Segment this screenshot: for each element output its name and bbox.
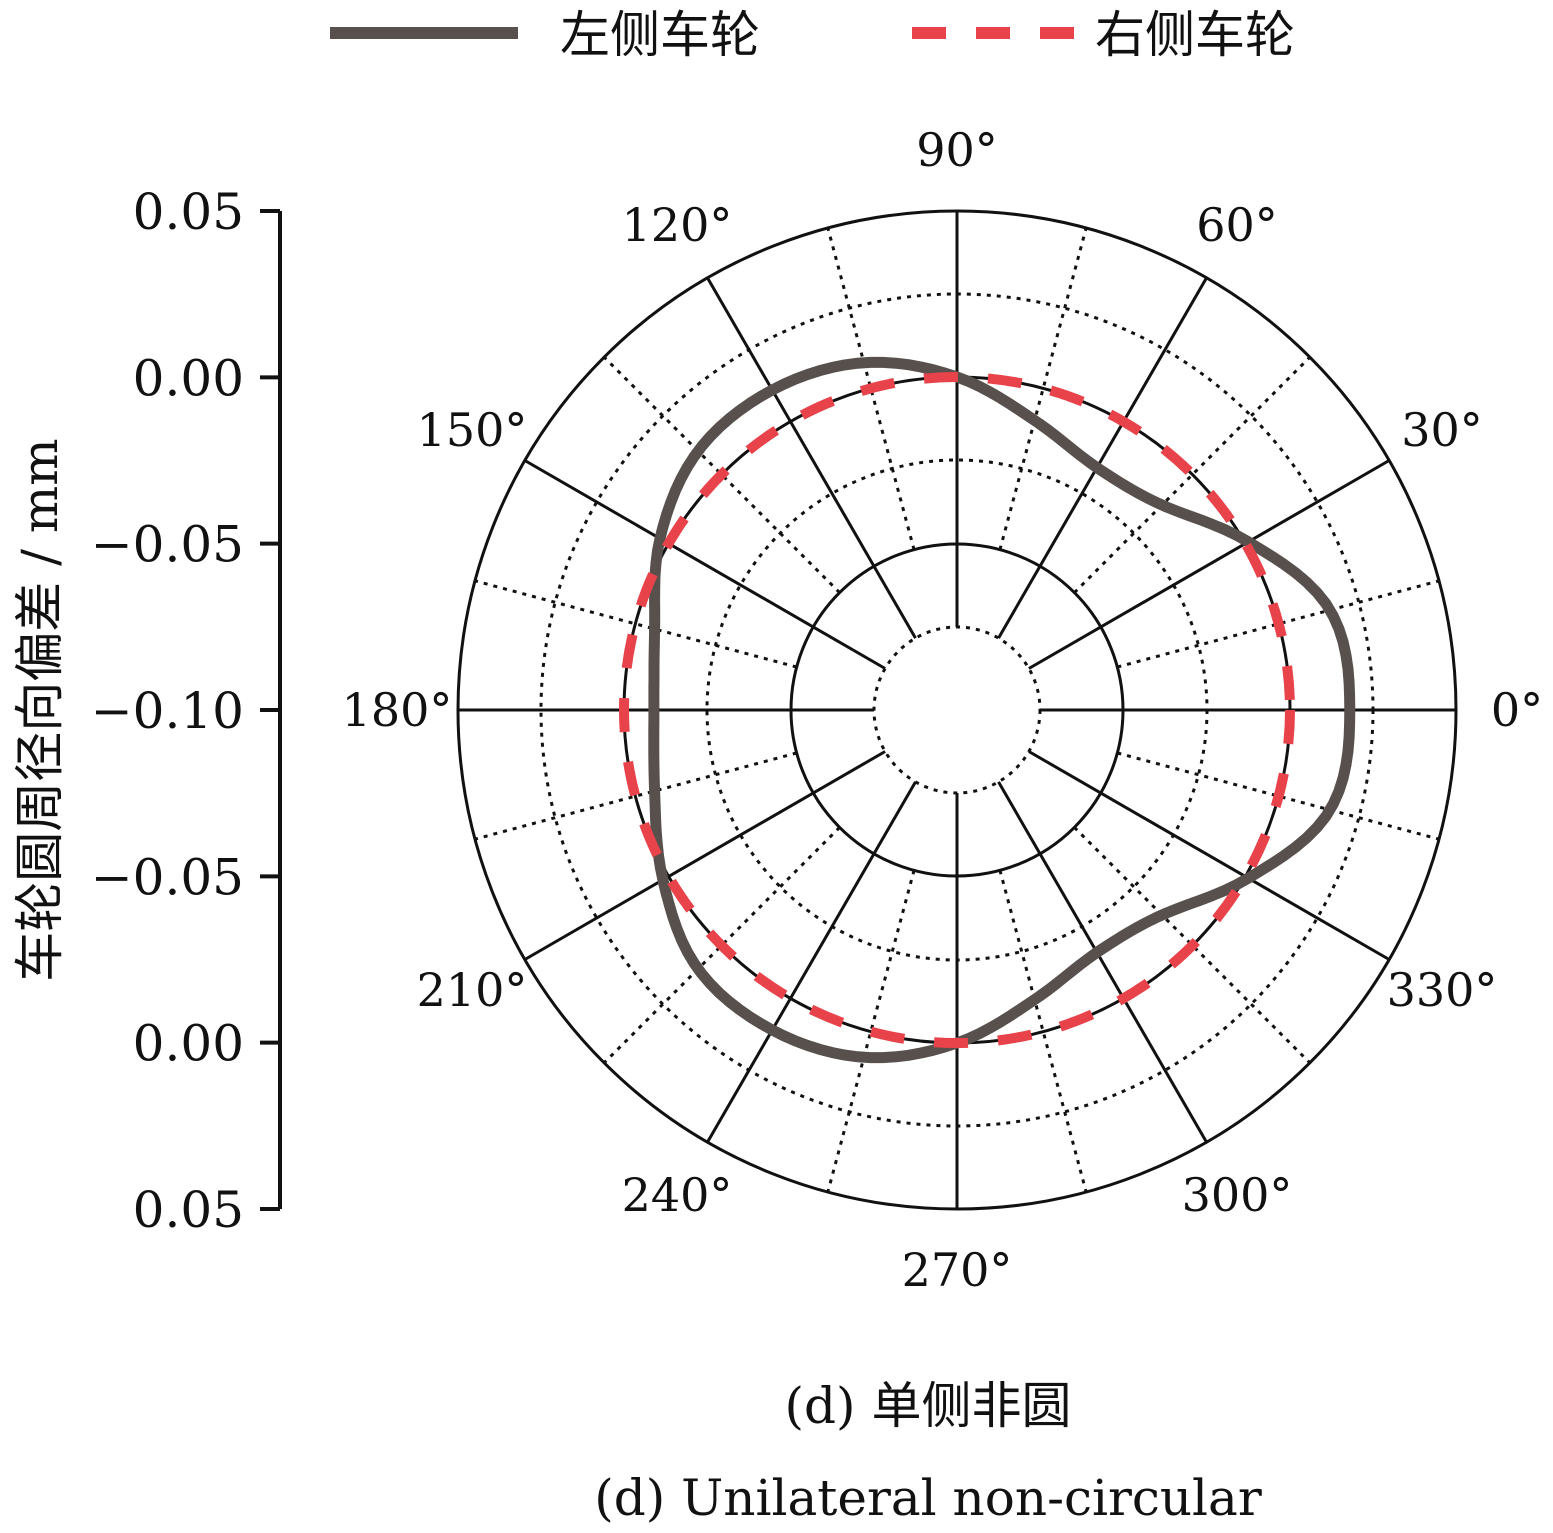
legend-label-left-wheel: 左侧车轮 [560,6,760,64]
angle-label-0: 0° [1491,683,1543,737]
angle-labels: 0° 30° 60° 90° 120° 150° 180° 210° 240° 270° 300° 3… [342,123,1544,1297]
angle-label-180: 180° [342,683,453,737]
grid-spoke-330 [1028,750,1390,961]
radial-tick-label-3: −0.10 [91,682,244,740]
angle-label-240: 240° [622,1168,733,1222]
radial-tick-label-4: −0.05 [91,848,244,906]
angle-label-30: 30° [1401,403,1483,457]
angle-label-120: 120° [622,198,733,252]
legend: 左侧车轮 右侧车轮 [330,6,1295,64]
y-axis-label: 车轮圆周径向偏差 / mm [11,438,69,981]
radial-tick-label-0: 0.05 [133,183,244,241]
series-layer [619,356,1356,1064]
grid-spoke-120 [706,277,917,639]
series-line-left-wheel [648,356,1356,1064]
radial-tick-label-2: −0.05 [91,516,244,574]
angle-label-300: 300° [1182,1168,1293,1222]
grid-spoke-30 [1028,459,1390,670]
angle-label-330: 330° [1387,963,1498,1017]
caption-en: (d) Unilateral non-circular [594,1469,1262,1527]
grid-spoke-240 [706,781,917,1143]
grid-spoke-minor-75 [998,227,1088,551]
angle-label-60: 60° [1196,198,1278,252]
angle-label-210: 210° [417,963,528,1017]
radial-tick-label-6: 0.05 [133,1181,244,1239]
grid-spoke-150 [524,459,886,670]
grid-spoke-60 [997,277,1208,639]
grid-spoke-210 [524,750,886,961]
radial-tick-label-5: 0.00 [133,1015,244,1073]
legend-label-right-wheel: 右侧车轮 [1095,6,1295,64]
radial-axis: 0.05 0.00 −0.05 −0.10 −0.05 0.00 0.05 [91,183,282,1239]
series-line-right-wheel [619,372,1295,1048]
grid-circle-dotted-2 [872,625,1042,795]
angle-label-270: 270° [902,1243,1013,1297]
caption-zh: (d) 单侧非圆 [785,1377,1072,1435]
angle-label-150: 150° [417,403,528,457]
grid-spoke-300 [997,781,1208,1143]
polar-grid [456,209,1458,1211]
angle-label-90: 90° [916,123,998,177]
radial-tick-label-1: 0.00 [133,349,244,407]
